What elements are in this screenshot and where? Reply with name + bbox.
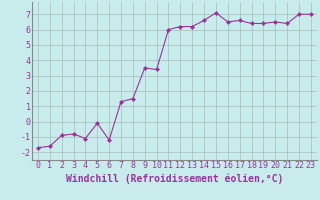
X-axis label: Windchill (Refroidissement éolien,°C): Windchill (Refroidissement éolien,°C)	[66, 173, 283, 184]
